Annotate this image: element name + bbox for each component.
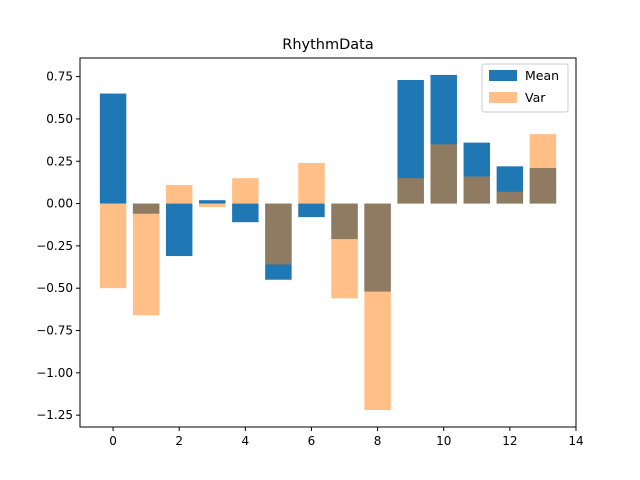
bar-var-5	[265, 203, 292, 265]
bars-layer	[99, 74, 557, 411]
y-tick-label-5: 0.00	[46, 197, 73, 211]
plot-frame	[79, 57, 577, 428]
bar-var-4	[232, 178, 259, 204]
bar-var-1	[132, 203, 160, 316]
x-tick-label-6: 6	[308, 434, 316, 448]
bar-mean-0	[99, 93, 127, 204]
bar-var-0	[99, 203, 127, 289]
bar-mean-4	[232, 203, 259, 223]
bar-var-3	[199, 203, 226, 207]
legend: Mean Var	[481, 63, 569, 113]
x-tick-label-2: 2	[175, 434, 183, 448]
y-tick-label-7: 0.50	[46, 112, 73, 126]
bar-mean-6	[298, 203, 325, 218]
y-tick-label-4: −0.25	[36, 239, 73, 253]
y-tick-label-2: −0.75	[36, 324, 73, 338]
x-tick-label-0: 0	[109, 434, 117, 448]
y-tick-label-3: −0.50	[36, 281, 73, 295]
legend-label-mean: Mean	[525, 68, 559, 83]
chart-title: RhythmData	[282, 37, 373, 53]
bar-var-10	[430, 144, 457, 204]
bar-mean-2	[165, 203, 193, 257]
y-tick-label-0: −1.25	[36, 408, 73, 422]
legend-swatch-mean	[489, 70, 517, 81]
y-tick-label-6: 0.25	[46, 154, 73, 168]
ticks-layer: 0 2 4 6 8 10 12 14 −1.25 −1.00 −0.75 −0.50 −0.25 0.00…	[36, 70, 583, 448]
y-tick-label-1: −1.00	[36, 366, 73, 380]
x-tick-label-12: 12	[502, 434, 517, 448]
bar-var-13	[529, 134, 557, 204]
bar-var-6	[298, 162, 325, 204]
bar-var-8	[364, 203, 391, 411]
x-tick-label-10: 10	[436, 434, 451, 448]
x-tick-label-4: 4	[242, 434, 250, 448]
bar-var-7	[331, 203, 358, 299]
y-tick-label-8: 0.75	[46, 70, 73, 84]
bar-mean-3	[199, 200, 226, 204]
x-tick-label-8: 8	[374, 434, 382, 448]
legend-swatch-var	[489, 92, 517, 103]
bar-var-11	[463, 176, 491, 204]
bar-var-2	[165, 184, 193, 204]
x-tick-label-14: 14	[568, 434, 583, 448]
legend-label-var: Var	[525, 90, 546, 105]
bar-var-12	[496, 191, 524, 204]
bar-var-9	[397, 178, 424, 204]
